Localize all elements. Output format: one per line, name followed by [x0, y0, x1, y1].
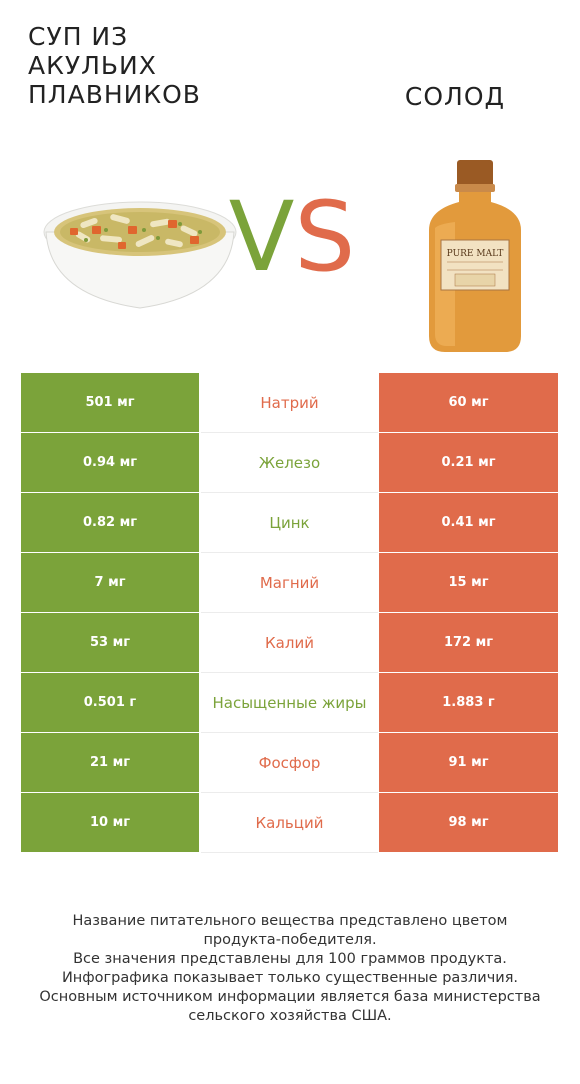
table-row: 53 мг Калий 172 мг [21, 613, 558, 673]
right-value-cell: 15 мг [379, 553, 558, 613]
left-value-cell: 7 мг [21, 553, 199, 613]
left-value-cell: 0.82 мг [21, 493, 199, 553]
table-row: 0.82 мг Цинк 0.41 мг [21, 493, 558, 553]
bottle-label-text: PURE MALT [447, 249, 504, 259]
nutrient-name-cell: Магний [201, 553, 378, 613]
left-value-cell: 0.501 г [21, 673, 199, 733]
right-product-title: СОЛОД [404, 82, 506, 111]
footer-line: Все значения представлены для 100 граммо… [73, 951, 507, 967]
footer-line: Название питательного вещества представл… [72, 913, 508, 929]
table-row: 21 мг Фосфор 91 мг [21, 733, 558, 793]
footer-line: Основным источником информации является … [39, 989, 541, 1005]
right-value-cell: 98 мг [379, 793, 558, 853]
soup-bowl-image [43, 201, 237, 309]
nutrient-name-cell: Калий [201, 613, 378, 673]
footer-note: Название питательного вещества представл… [20, 912, 560, 1026]
right-value-cell: 0.41 мг [379, 493, 558, 553]
table-row: 0.94 мг Железо 0.21 мг [21, 433, 558, 493]
right-value-cell: 1.883 г [379, 673, 558, 733]
nutrient-name-cell: Фосфор [201, 733, 378, 793]
left-value-cell: 501 мг [21, 373, 199, 433]
nutrient-name-cell: Цинк [201, 493, 378, 553]
table-row: 10 мг Кальций 98 мг [21, 793, 558, 853]
vs-label: VS [222, 182, 362, 292]
malt-bottle-image: PURE MALT [429, 160, 521, 352]
nutrient-name-cell: Кальций [201, 793, 378, 853]
table-row: 501 мг Натрий 60 мг [21, 373, 558, 433]
right-value-cell: 172 мг [379, 613, 558, 673]
table-row: 7 мг Магний 15 мг [21, 553, 558, 613]
right-value-cell: 0.21 мг [379, 433, 558, 493]
left-value-cell: 0.94 мг [21, 433, 199, 493]
table-row: 0.501 г Насыщенные жиры 1.883 г [21, 673, 558, 733]
left-value-cell: 21 мг [21, 733, 199, 793]
footer-line: Инфографика показывает только существенн… [61, 970, 519, 986]
nutrient-name-cell: Насыщенные жиры [201, 673, 378, 733]
footer-line: продукта-победителя. [203, 932, 377, 948]
right-value-cell: 91 мг [379, 733, 558, 793]
nutrient-name-cell: Натрий [201, 373, 378, 433]
right-value-cell: 60 мг [379, 373, 558, 433]
left-product-title: СУП ИЗ АКУЛЬИХ ПЛАВНИКОВ [28, 22, 201, 109]
left-value-cell: 53 мг [21, 613, 199, 673]
vs-v: V [228, 181, 295, 293]
comparison-table: 501 мг Натрий 60 мг 0.94 мг Железо 0.21 мг 0.8… [21, 373, 558, 853]
vs-s: S [294, 181, 356, 293]
left-value-cell: 10 мг [21, 793, 199, 853]
nutrient-name-cell: Железо [201, 433, 378, 493]
footer-line: сельского хозяйства США. [188, 1008, 392, 1024]
